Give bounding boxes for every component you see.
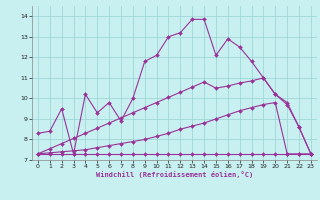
- X-axis label: Windchill (Refroidissement éolien,°C): Windchill (Refroidissement éolien,°C): [96, 171, 253, 178]
